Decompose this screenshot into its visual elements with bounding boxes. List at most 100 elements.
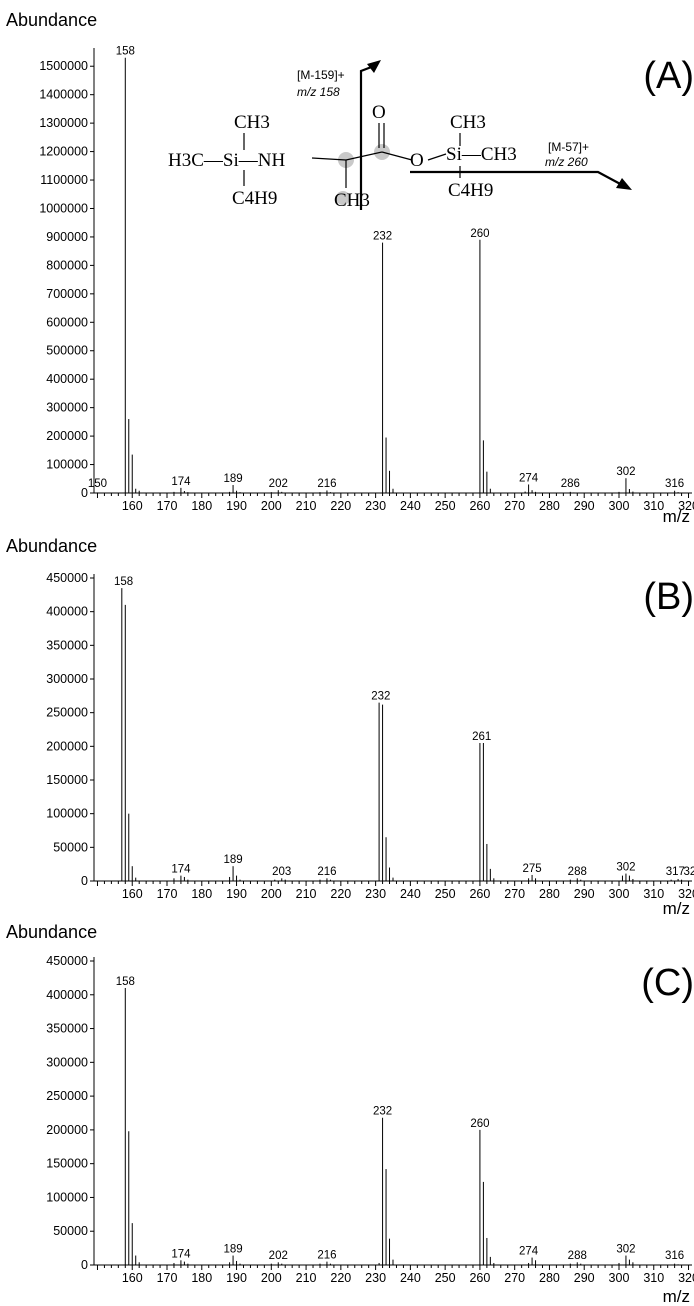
x-tick-label: 320 [678,887,694,901]
x-tick-label: 300 [609,887,630,901]
x-tick-label: 170 [157,499,178,513]
peak-label: 150 [88,478,107,490]
silicon-right: Si—CH3 [446,144,517,165]
y-tick-label: 200000 [46,1123,88,1137]
highlight-atom [336,191,350,205]
methyl-top-right: CH3 [450,112,486,133]
peak-label: 158 [116,976,135,988]
x-tick-label: 220 [330,887,351,901]
x-tick-label: 220 [330,1271,351,1285]
y-tick-label: 250000 [46,706,88,720]
x-tick-label: 280 [539,887,560,901]
x-tick-label: 320 [678,1271,694,1285]
fragment-2-mz: m/z 260 [545,155,588,169]
y-axis-label: Abundance [6,922,97,942]
x-tick-label: 280 [539,499,560,513]
x-tick-label: 210 [296,499,317,513]
y-tick-label: 150000 [46,1157,88,1171]
peak-label: 189 [223,854,242,866]
peak-label: 158 [116,46,135,58]
fragment-2-ion: [M-57]+ [548,140,589,154]
y-tick-label: 350000 [46,1022,88,1036]
y-tick-label: 300000 [46,1055,88,1069]
peak-label: 174 [171,864,191,876]
y-tick-label: 900000 [46,230,88,244]
y-tick-label: 400000 [46,605,88,619]
y-tick-label: 400000 [46,988,88,1002]
y-tick-label: 400000 [46,372,88,386]
y-tick-label: 1500000 [39,59,88,73]
peak-label: 260 [470,1118,489,1130]
ester-oxygen: O [410,150,424,171]
peak-label: 274 [519,1246,539,1258]
peak-label: 317 [666,866,685,878]
x-tick-label: 170 [157,1271,178,1285]
peak-label: 288 [568,866,587,878]
peak-label: 189 [223,1244,242,1256]
x-tick-label: 160 [122,1271,143,1285]
x-tick-label: 310 [643,1271,664,1285]
alpha-methyl: CH3 [334,190,370,211]
peaks [121,588,683,881]
x-tick-label: 270 [504,1271,525,1285]
x-tick-label: 160 [122,887,143,901]
y-tick-label: 800000 [46,258,88,272]
peak-label: 260 [470,228,489,240]
carbonyl-oxygen: O [372,102,386,123]
x-tick-label: 190 [226,1271,247,1285]
y-tick-label: 1200000 [39,145,88,159]
y-tick-label: 1400000 [39,88,88,102]
x-tick-label: 260 [469,887,490,901]
peak-label: 202 [269,1250,288,1262]
axes: 1500000 1400000 1300000 1200000 1100000 10000… [39,48,694,513]
y-tick-label: 700000 [46,287,88,301]
y-tick-label: 100000 [46,458,88,472]
axes: 450000 400000 350000 300000 250000 200000 1500… [46,571,694,901]
peak-label: 174 [171,476,191,488]
x-tick-label: 240 [400,499,421,513]
y-tick-label: 350000 [46,638,88,652]
y-tick-label: 200000 [46,429,88,443]
x-tick-label: 240 [400,887,421,901]
y-tick-label: 250000 [46,1089,88,1103]
x-tick-label: 180 [191,499,212,513]
butyl-left: C4H9 [232,188,277,209]
peak-label: 316 [665,1250,684,1262]
y-tick-label: 0 [81,1258,88,1272]
peak-labels: 150 158 174 189 202 216 232 260 274 286 302 316 [88,46,684,490]
x-tick-label: 170 [157,887,178,901]
x-tick-label: 260 [469,1271,490,1285]
x-tick-label: 230 [365,1271,386,1285]
fragment-1-ion: [M-159]+ [297,68,345,82]
y-tick-label: 150000 [46,773,88,787]
x-tick-label: 290 [574,499,595,513]
panel-letter: (C) [641,962,694,1004]
y-tick-label: 100000 [46,807,88,821]
panel-b: Abundance (B) m/z 4500004000003500003000… [6,536,694,918]
x-tick-label: 250 [435,887,456,901]
x-tick-label: 310 [643,499,664,513]
x-tick-label: 270 [504,887,525,901]
peak-labels: 158 174 189 202 216 232 260 274 288 302 316 [116,976,685,1262]
axes: 450000 400000 350000 300000 250000 200000 1500… [46,954,694,1285]
peak-label: 189 [223,473,242,485]
y-tick-label: 300000 [46,672,88,686]
x-tick-label: 190 [226,499,247,513]
cleavage-arrow-2 [410,170,625,187]
x-tick-label: 290 [574,1271,595,1285]
y-tick-label: 1100000 [40,173,88,187]
x-tick-label: 300 [609,499,630,513]
peak-label: 216 [317,866,336,878]
panel-letter: (B) [643,576,694,618]
panel-letter: (A) [643,55,694,97]
molecule-structure: H3C—Si—NH CH3 C4H9 CH3 O O Si—CH3 CH3 C4… [168,60,632,211]
y-tick-label: 1000000 [39,201,88,215]
left-group-formula: H3C—Si—NH [168,150,285,171]
y-tick-label: 500000 [46,344,88,358]
y-tick-label: 450000 [46,571,88,585]
x-tick-label: 230 [365,499,386,513]
peak-label: 232 [373,1106,392,1118]
x-axis-label: m/z [663,1287,690,1306]
